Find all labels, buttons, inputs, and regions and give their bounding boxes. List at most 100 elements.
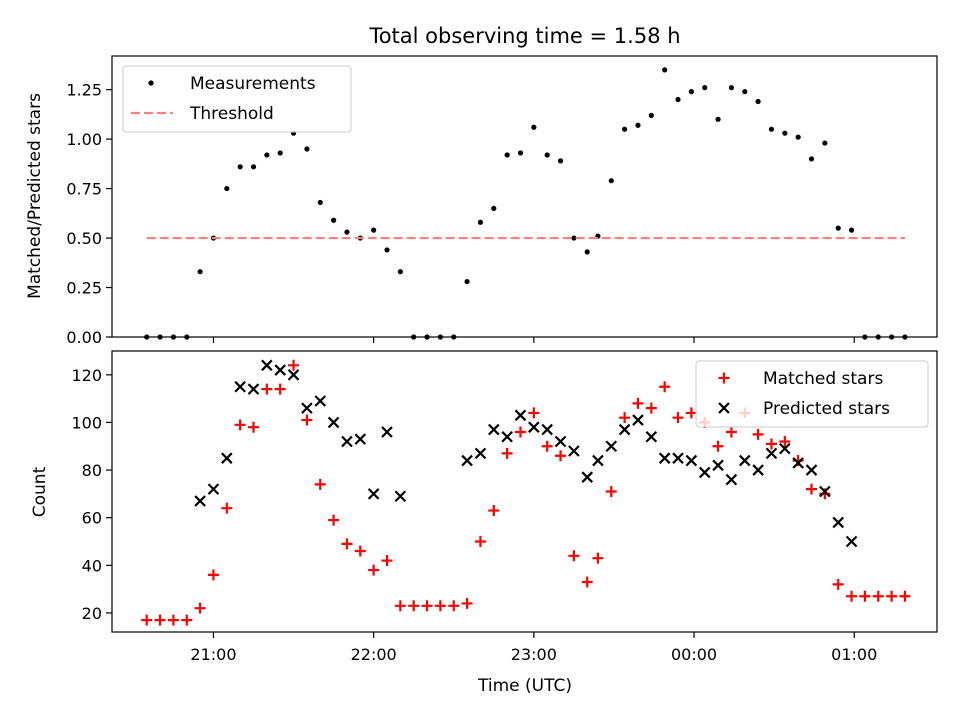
measurement-point [464,278,470,285]
measurement-point [782,130,788,136]
top-axes-frame [111,55,938,338]
predicted-star-point [581,471,594,483]
top-y-tick-label: 0.25 [66,279,102,298]
legend-box [122,65,352,133]
matched-star-point [501,447,513,459]
top-y-tick-label: 0.00 [66,328,102,347]
predicted-star-point [658,452,671,464]
matched-star-point [846,590,858,602]
measurement-point [795,134,801,140]
measurement-point [517,150,524,156]
matched-star-point [645,402,657,414]
predicted-star-point [832,516,844,529]
measurement-point [848,227,855,233]
matched-star-point [288,359,300,371]
measurement-point [622,126,628,132]
measurement-point [755,98,761,105]
predicted-star-point [301,402,313,414]
legend-handle-dot [148,80,154,86]
top-y-tick-label: 1.00 [66,130,102,149]
top-y-tick-label: 0.50 [66,229,102,248]
predicted-star-point [605,440,618,453]
predicted-star-point [207,483,220,495]
matched-star-point [592,552,604,564]
measurement-point [648,112,654,118]
predicted-star-point [765,447,778,460]
predicted-star-point [568,445,580,457]
predicted-star-point [672,452,684,464]
measurement-point [237,164,243,170]
predicted-star-point [194,495,206,507]
measurement-point [504,152,510,158]
measurement-point [675,96,681,103]
measurement-point [808,156,815,162]
chart-title: Total observing time = 1.58 h [368,24,680,48]
matched-star-point [194,602,206,614]
measurement-point [250,164,257,170]
matched-star-point [461,597,473,609]
predicted-star-point [221,452,233,464]
matched-star-point [725,426,737,438]
matched-star-point [712,440,724,452]
predicted-star-point [394,490,407,503]
bottom-series-predicted-stars [194,359,858,548]
predicted-star-point [792,457,804,469]
matched-star-point [886,590,898,602]
matched-star-point [221,502,233,514]
bottom-y-tick-label: 100 [71,413,102,432]
bottom-axes-frame [111,350,938,633]
measurement-point [702,85,708,91]
measurement-point [224,185,230,192]
predicted-star-point [528,421,540,433]
matched-star-point [541,440,553,452]
matched-star-point [234,419,246,431]
bottom-legend: Matched stars Predicted stars [695,360,929,428]
x-tick-label: 22:00 [351,645,397,664]
predicted-star-point [779,442,791,455]
predicted-star-point [234,380,246,393]
predicted-star-point [685,454,698,467]
x-tick-label: 23:00 [511,645,557,664]
measurement-point [635,122,641,128]
matched-star-point [765,438,777,450]
bottom-y-axis-label: Count [30,466,50,517]
predicted-star-point [698,466,711,479]
measurement-point [715,116,721,122]
bottom-y-tick-label: 60 [82,509,102,528]
measurement-point [331,217,337,223]
matched-star-point [832,578,844,590]
matched-star-point [685,407,697,419]
matched-star-point [448,600,460,612]
matched-star-point [434,600,446,612]
x-tick-label: 01:00 [831,645,877,664]
count-panel: 20 40 60 80 100 120 21:00 22:00 23:00 00:00 01:00 M… [71,350,938,664]
legend-handle-x [718,402,730,414]
matched-star-point [859,590,871,602]
measurement-point [491,205,497,211]
ratio-panel: 0.00 0.25 0.50 0.75 1.00 1.25 Measurements Thre… [66,55,938,347]
matched-star-point [568,550,580,562]
measurement-point [768,126,775,132]
matched-star-point [354,545,366,557]
matched-star-point [207,569,219,581]
matched-star-point [154,614,166,626]
bottom-y-tick-label: 40 [82,556,102,575]
matched-star-point [488,505,500,517]
predicted-star-point [488,423,500,436]
matched-star-point [421,600,433,612]
predicted-star-point [274,364,286,376]
measurement-point [557,158,564,164]
top-legend: Measurements Threshold [122,65,352,133]
measurement-point [264,152,270,158]
legend-box [695,360,929,428]
top-y-tick-label: 1.25 [66,81,102,100]
matched-star-point [514,426,526,438]
bottom-series-matched-stars [141,359,911,626]
predicted-star-point [632,414,644,426]
bottom-y-tick-label: 120 [71,366,102,385]
matched-star-point [528,407,540,419]
predicted-star-point [247,383,260,395]
matched-star-point [619,412,631,424]
predicted-star-point [592,454,604,467]
predicted-star-point [738,454,751,467]
